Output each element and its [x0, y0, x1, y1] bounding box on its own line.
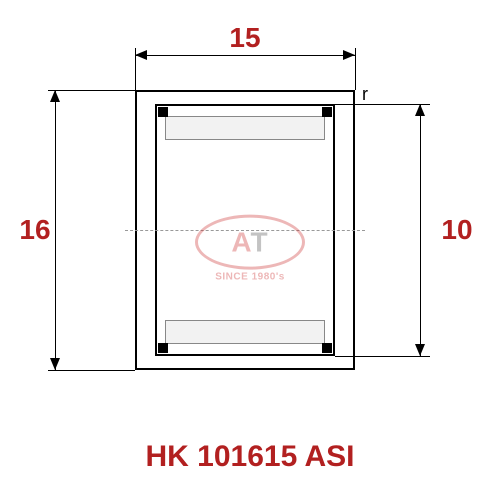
drawing-canvas: 15 16 10 r AT SINCE 1980's HK 101615 ASI	[0, 0, 500, 500]
ext-line-left-top	[48, 90, 135, 91]
part-number: HK 101615 ASI	[0, 440, 500, 474]
arrow-left-bottom	[50, 358, 60, 370]
arrow-left-top	[50, 90, 60, 102]
dim-line-right	[420, 104, 421, 356]
dim-value-inner-dia: 10	[432, 214, 482, 246]
ext-line-right-bottom	[335, 356, 430, 357]
corner-tl	[158, 107, 168, 117]
centerline	[125, 230, 365, 231]
corner-bl	[158, 343, 168, 353]
ext-line-top-right	[355, 48, 356, 90]
radius-label: r	[362, 84, 368, 105]
corner-tr	[322, 107, 332, 117]
arrow-right-bottom	[415, 344, 425, 356]
dim-value-outer-dia: 16	[10, 214, 60, 246]
arrow-top-right	[343, 50, 355, 60]
roller-bottom	[165, 320, 325, 344]
corner-br	[322, 343, 332, 353]
dim-value-width: 15	[200, 22, 290, 54]
dim-line-top	[135, 55, 355, 56]
roller-top	[165, 116, 325, 140]
arrow-top-left	[135, 50, 147, 60]
ext-line-left-bottom	[48, 370, 135, 371]
arrow-right-top	[415, 104, 425, 116]
